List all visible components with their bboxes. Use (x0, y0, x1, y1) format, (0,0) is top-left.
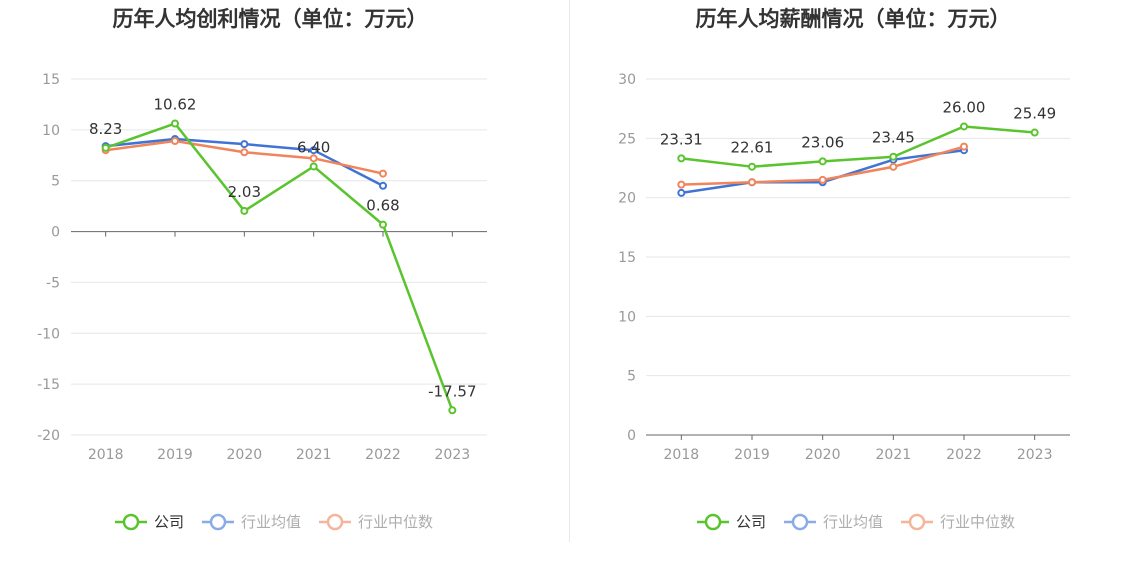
legend-marker-icon (908, 513, 926, 531)
legend-item[interactable]: 行业中位数 (901, 513, 1015, 531)
legend-marker-icon (326, 513, 344, 531)
y-tick-label: 0 (51, 225, 60, 241)
y-tick-label: -15 (37, 377, 60, 393)
data-point[interactable] (818, 157, 827, 166)
x-tick-label: 2019 (734, 447, 770, 463)
x-tick-label: 2022 (365, 447, 401, 463)
legend-label: 行业中位数 (940, 513, 1015, 531)
data-point[interactable] (677, 180, 686, 189)
legend-marker-icon (704, 513, 722, 531)
legend-label: 公司 (154, 513, 184, 531)
legend-item[interactable]: 行业中位数 (319, 513, 433, 531)
y-tick-label: 30 (618, 72, 636, 88)
series-line-company (681, 125, 1035, 168)
data-label: 0.68 (366, 197, 399, 215)
y-tick-label: 5 (627, 369, 636, 385)
data-point[interactable] (171, 137, 179, 146)
legend-marker-icon (791, 513, 809, 531)
y-tick-label: -5 (46, 275, 60, 291)
y-tick-label: 15 (618, 250, 636, 266)
data-point[interactable] (889, 152, 898, 161)
data-point[interactable] (960, 142, 968, 151)
data-point[interactable] (379, 181, 387, 190)
data-point[interactable] (240, 140, 249, 149)
data-point[interactable] (240, 148, 249, 157)
y-tick-label: 10 (618, 309, 636, 325)
x-tick-label: 2018 (88, 447, 124, 463)
y-tick-label: -10 (37, 326, 60, 342)
data-point[interactable] (748, 162, 756, 171)
y-tick-label: 10 (42, 123, 60, 139)
data-point[interactable] (379, 220, 387, 229)
x-tick-label: 2018 (664, 447, 700, 463)
data-point[interactable] (101, 143, 110, 152)
legend-marker-icon (209, 513, 227, 531)
chart-title: 历年人均创利情况（单位：万元） (113, 7, 428, 31)
series-line-industry-mean (681, 148, 965, 195)
legend-label: 行业均值 (823, 513, 883, 531)
data-point[interactable] (748, 178, 756, 187)
y-tick-label: 25 (618, 131, 636, 147)
salary-chart-panel: 历年人均薪酬情况（单位：万元） 30 25 20 15 10 5 0 2018 2019 2020 2… (618, 7, 1070, 531)
x-tick-label: 2021 (876, 447, 912, 463)
y-tick-label: 20 (618, 191, 636, 207)
y-tick-label: 15 (42, 72, 60, 88)
legend-label: 行业中位数 (358, 513, 433, 531)
legend-marker-icon (122, 513, 140, 531)
data-label: 22.61 (731, 139, 774, 157)
chart-title: 历年人均薪酬情况（单位：万元） (696, 7, 1011, 31)
series-line-company (105, 122, 454, 411)
data-point[interactable] (889, 162, 898, 171)
data-label: 25.49 (1013, 105, 1056, 123)
data-label: -17.57 (428, 382, 476, 400)
data-point[interactable] (677, 154, 686, 163)
x-tick-label: 2022 (946, 447, 982, 463)
data-point[interactable] (379, 169, 387, 178)
x-tick-label: 2021 (296, 447, 332, 463)
data-point[interactable] (309, 154, 318, 163)
data-point[interactable] (171, 119, 179, 128)
x-tick-label: 2020 (805, 447, 841, 463)
x-tick-label: 2023 (1017, 447, 1053, 463)
legend-label: 行业均值 (241, 513, 301, 531)
x-tick-label: 2020 (227, 447, 263, 463)
y-tick-label: -20 (37, 428, 60, 444)
data-label: 23.06 (801, 133, 844, 151)
data-point[interactable] (448, 406, 457, 415)
data-label: 2.03 (228, 183, 261, 201)
data-point[interactable] (240, 206, 249, 215)
data-point[interactable] (960, 122, 968, 131)
legend-label: 公司 (736, 513, 766, 531)
legend-item[interactable]: 公司 (115, 513, 184, 531)
x-tick-label: 2019 (157, 447, 193, 463)
data-label: 23.31 (660, 130, 703, 148)
data-point[interactable] (309, 162, 318, 171)
legend-item[interactable]: 公司 (697, 513, 766, 531)
legend-item[interactable]: 行业均值 (784, 513, 883, 531)
y-tick-label: 5 (51, 174, 60, 190)
y-tick-label: 0 (627, 428, 636, 444)
data-label: 26.00 (943, 98, 986, 116)
data-point[interactable] (309, 146, 318, 155)
data-label: 8.23 (89, 120, 122, 138)
data-point[interactable] (818, 175, 827, 184)
data-label: 10.62 (154, 96, 197, 114)
legend-item[interactable]: 行业均值 (202, 513, 301, 531)
data-label: 6.40 (297, 138, 330, 156)
data-label: 23.45 (872, 129, 915, 147)
data-point[interactable] (677, 188, 686, 197)
data-point[interactable] (1030, 128, 1039, 137)
x-tick-label: 2023 (435, 447, 471, 463)
profit-chart-panel: 历年人均创利情况（单位：万元） 15 10 5 0 -5 -10 -15 -20 2018 2019… (37, 7, 487, 531)
